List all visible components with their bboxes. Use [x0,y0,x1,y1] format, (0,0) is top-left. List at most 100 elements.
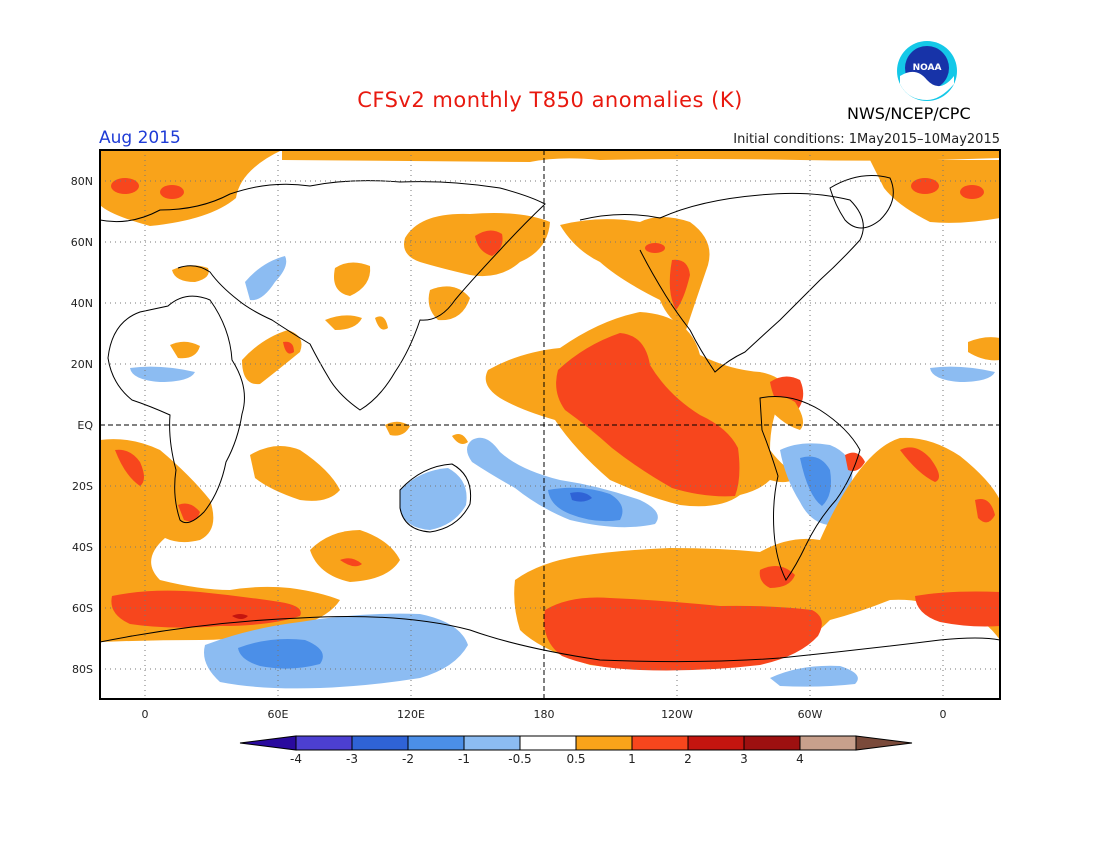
graticule [100,150,1000,699]
anomaly-region [762,396,804,430]
anomaly-region [283,341,294,354]
colorbar-tick-label: -0.5 [508,752,531,766]
colorbar-tick-label: -3 [346,752,358,766]
colorbar-swatch [463,735,521,751]
anomaly-region [204,613,468,689]
anomaly-region [556,333,740,497]
anomaly-region [669,259,690,310]
anomaly-region [800,456,831,506]
anomaly-region [452,434,468,444]
colorbar-tick-label: -2 [402,752,414,766]
colorbar-low-arrow [239,735,297,751]
coastline-south-america [759,396,861,581]
lon-tick-label: 60W [798,708,823,721]
anomaly-region [400,468,467,530]
lon-tick-label: 0 [142,708,149,721]
anomaly-region [770,665,858,687]
anomaly-region [570,492,592,502]
colorbar-swatch [799,735,857,751]
lon-tick-label: 0 [940,708,947,721]
anomaly-region [759,566,795,588]
anomaly-region [915,591,1000,627]
anomaly-region [111,178,139,194]
anomaly-region [975,499,995,523]
anomaly-region [845,452,865,471]
colorbar-swatch [575,735,633,751]
anomaly-region [645,243,665,253]
anomaly-region [900,447,939,482]
coastline-africa [107,295,245,524]
anomaly-region [130,366,195,382]
anomaly-region [245,256,287,301]
colorbar-tick-label: -4 [290,752,302,766]
coastline-north-america [579,192,864,373]
colorbar-tick-label: 4 [796,752,804,766]
anomaly-region [968,337,1000,361]
anomaly-region [170,341,200,359]
colorbar-swatch [743,735,801,751]
colorbar-swatch [295,735,353,751]
lat-tick-label: EQ [77,419,93,432]
colorbar-swatch [631,735,689,751]
lat-tick-label: 80N [71,175,93,188]
anomaly-region [340,558,362,567]
anomaly-region [250,446,340,501]
coastlines [100,175,1000,663]
lat-tick-label: 20S [72,480,93,493]
anomaly-region [960,185,984,199]
anomaly-region [178,503,200,522]
anomaly-region [334,262,371,296]
coastline-australia [399,463,472,533]
colorbar-tick-label: 2 [684,752,692,766]
anomaly-region [930,366,995,382]
forecast-month-label: Aug 2015 [99,128,181,148]
lat-tick-label: 60N [71,236,93,249]
lat-tick-label: 40N [71,297,93,310]
coastline-europe-asia [100,180,546,411]
anomaly-region [160,185,184,199]
latitude-axis: 80N 60N 40N 20N EQ 20S 40S 60S 80S [71,175,94,676]
lon-tick-label: 180 [534,708,555,721]
colorbar-swatch [407,735,465,751]
logo-text: NOAA [913,63,942,73]
colorbar-tick-label: -1 [458,752,470,766]
lat-tick-label: 40S [72,541,93,554]
colorbar-tick-label: 1 [628,752,636,766]
anomaly-region [310,530,400,582]
anomaly-region [544,597,822,671]
anomaly-region [232,614,248,619]
colorbar-legend: -4 -3 -2 -1 -0.5 0.5 1 2 3 4 [239,735,913,766]
agency-label: NWS/NCEP/CPC [847,104,971,123]
anomaly-region [111,590,301,628]
initial-conditions-label: Initial conditions: 1May2015–10May2015 [733,132,1000,147]
lat-tick-label: 20N [71,358,93,371]
anomaly-region [911,178,939,194]
colorbar-swatch [687,735,745,751]
anomaly-region [115,449,144,486]
anomaly-region [404,213,550,277]
lat-tick-label: 60S [72,602,93,615]
colorbar-high-arrow [855,735,913,751]
longitude-axis: 0 60E 120E 180 120W 60W 0 [142,708,947,721]
colorbar-tick-label: 0.5 [566,752,585,766]
anomaly-region [375,316,388,330]
coastline-antarctica [100,616,1000,663]
lon-tick-label: 120W [661,708,693,721]
anomaly-region [548,487,623,522]
anomaly-region [238,639,323,669]
anomaly-region [475,230,503,256]
noaa-logo-icon: NOAA [897,41,957,101]
map-frame [99,149,1001,700]
anomaly-region [172,265,209,282]
anomaly-region [325,315,362,330]
coastline-greenland [829,175,894,229]
anomaly-region [560,217,710,330]
colorbar-swatch [351,735,409,751]
colorbar-tick-label: 3 [740,752,748,766]
reference-lines [100,150,1000,699]
lon-tick-label: 120E [397,708,425,721]
anomaly-region [100,150,282,226]
anomaly-region [282,150,1000,162]
colorbar-swatch [519,735,577,751]
